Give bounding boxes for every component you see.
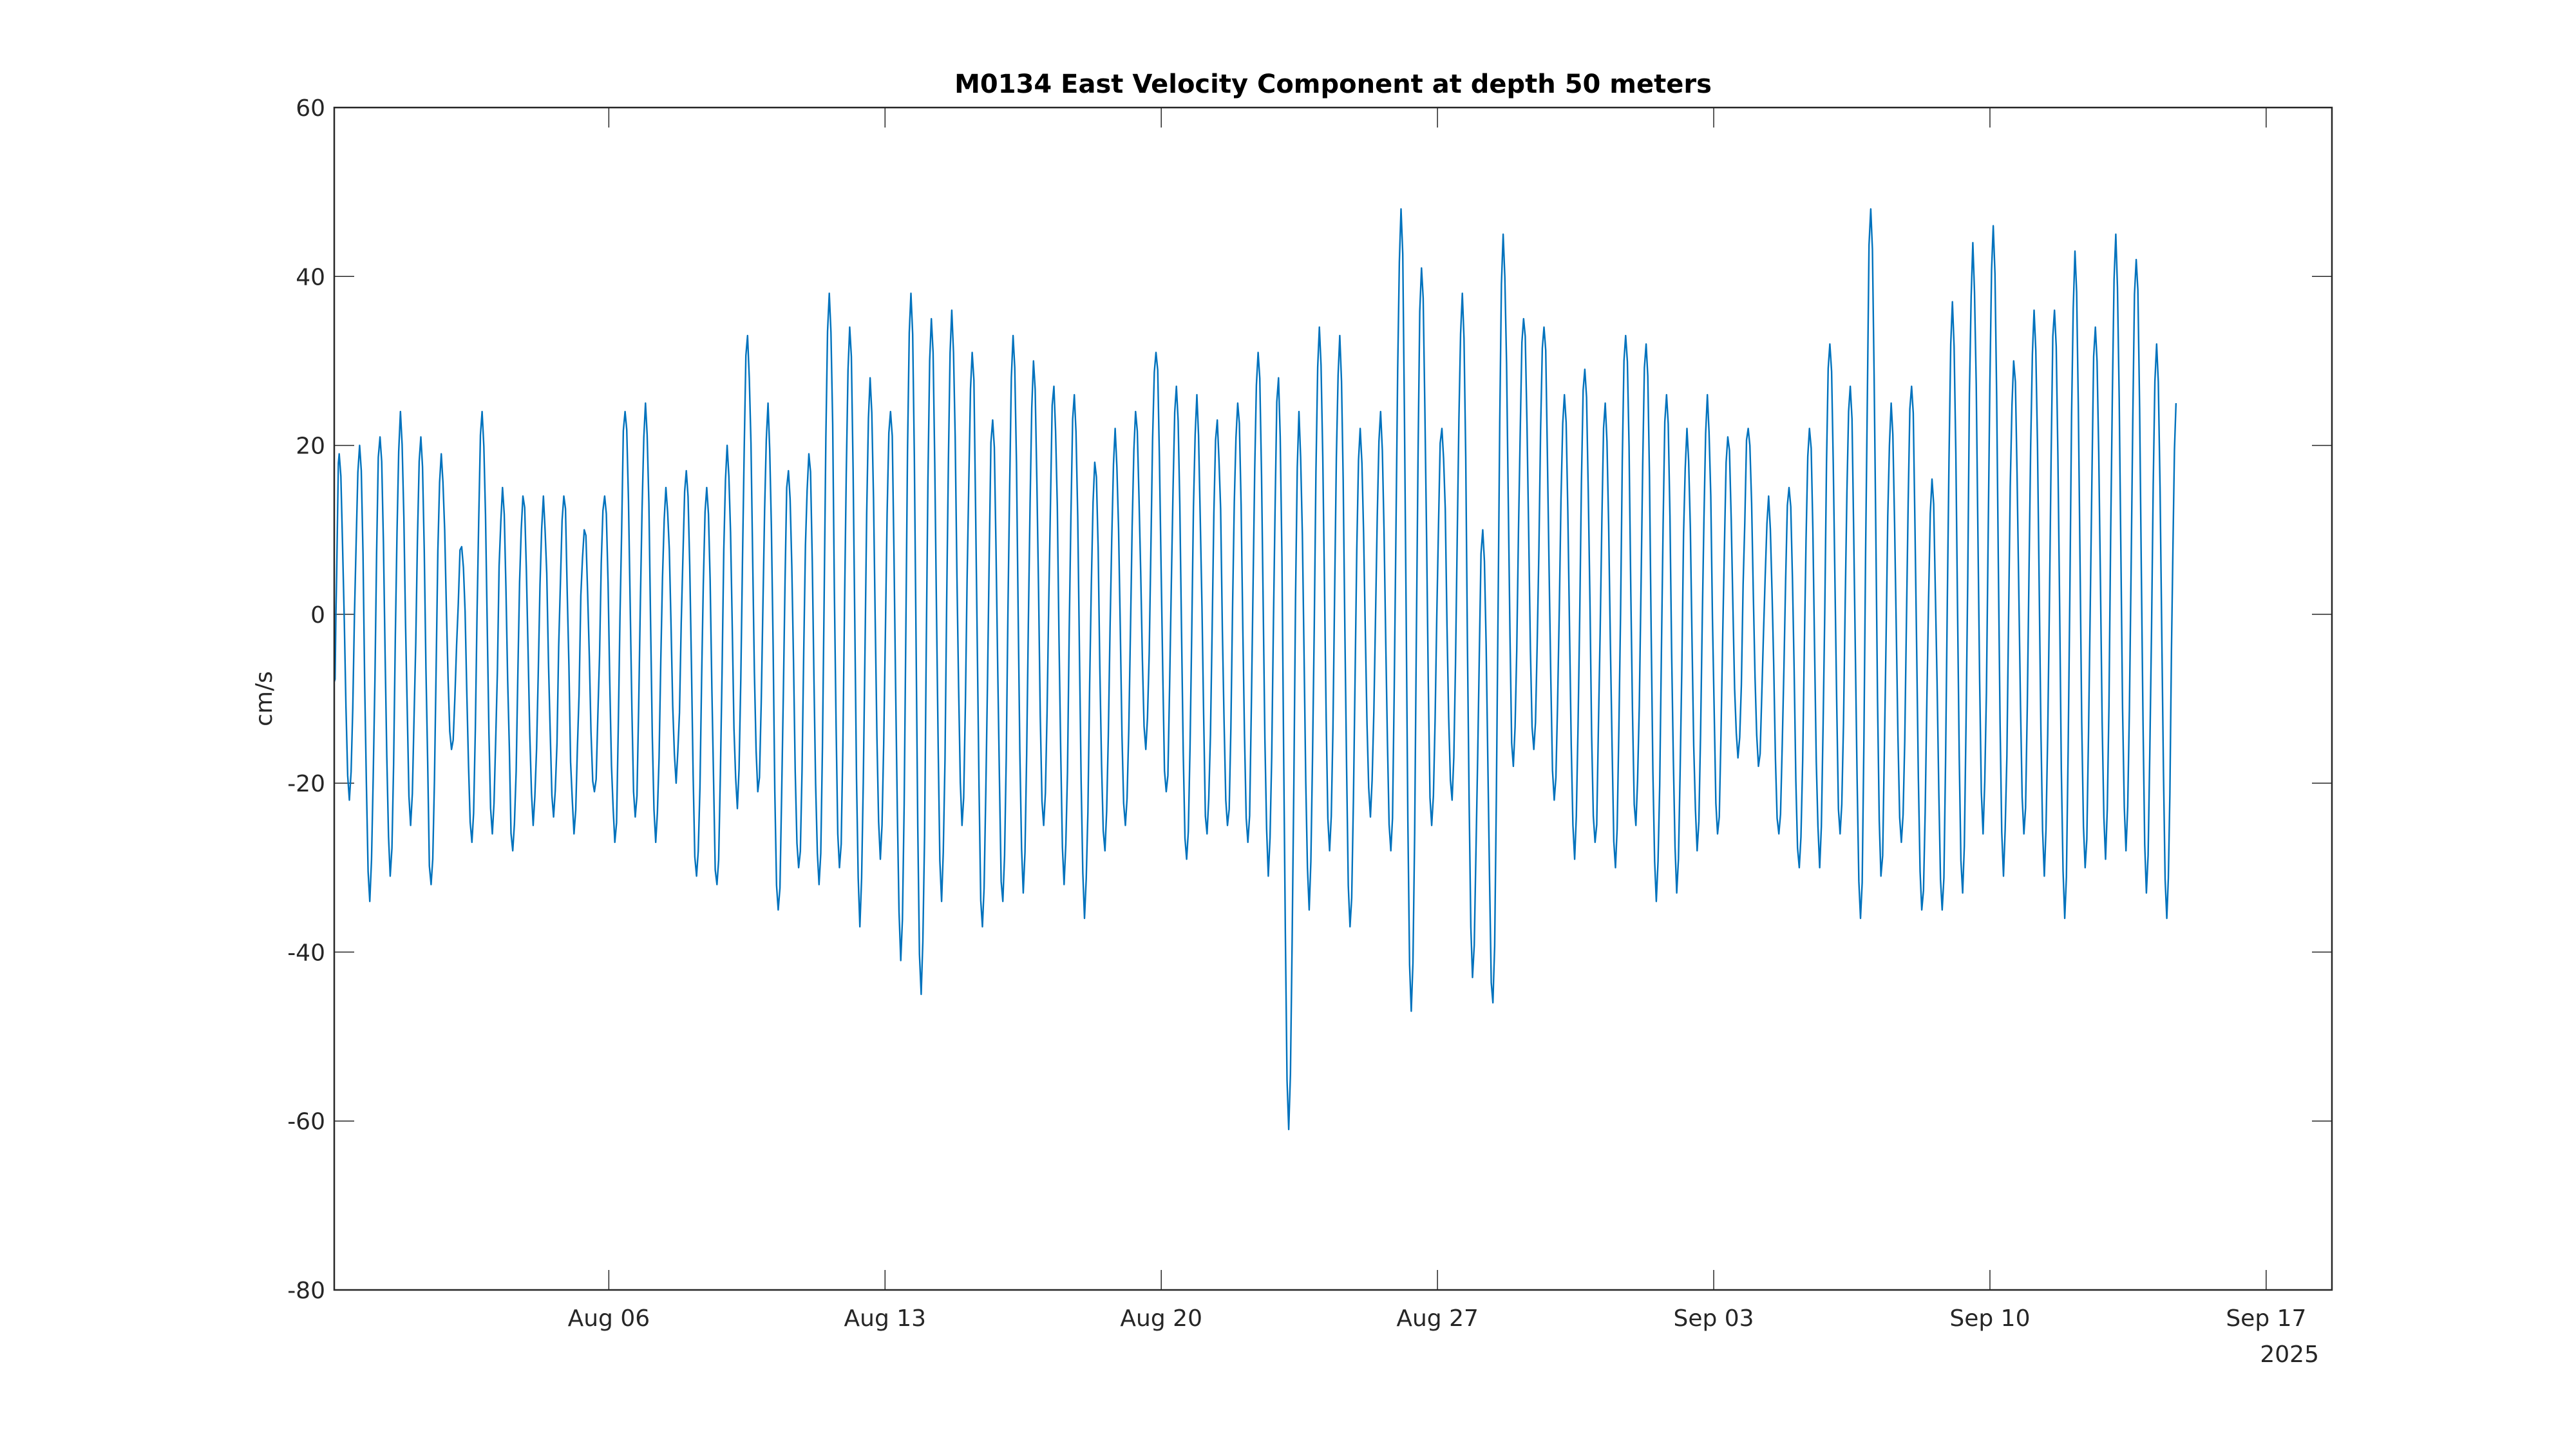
y-axis-label: cm/s <box>251 671 278 726</box>
y-tick-label: 40 <box>296 264 325 290</box>
x-tick-label: Sep 10 <box>1949 1305 2030 1332</box>
y-tick-label: -80 <box>287 1278 325 1304</box>
series-line-east-velocity <box>333 208 2177 1131</box>
x-tick-label: Sep 03 <box>1673 1305 1754 1332</box>
y-tick-label: -20 <box>287 771 325 797</box>
x-tick-label: Aug 13 <box>844 1305 927 1332</box>
y-tick-label: -40 <box>287 940 325 966</box>
axis-ticks: -80 -60 -40 -20 0 20 40 60 Aug 06 Aug 13 Aug 20 Aug… <box>287 95 2332 1332</box>
y-tick-label: 20 <box>296 433 325 460</box>
axes-box <box>333 106 2333 1291</box>
y-tick-label: -60 <box>287 1109 325 1135</box>
y-tick-label: 0 <box>310 602 325 629</box>
x-tick-label: Aug 27 <box>1396 1305 1479 1332</box>
chart-title: M0134 East Velocity Component at depth 5… <box>954 70 1712 99</box>
x-axis-year-label: 2025 <box>2260 1341 2319 1368</box>
x-tick-label: Aug 06 <box>568 1305 650 1332</box>
x-tick-label: Aug 20 <box>1120 1305 1202 1332</box>
x-tick-label: Sep 17 <box>2226 1305 2306 1332</box>
y-tick-label: 60 <box>296 95 325 122</box>
